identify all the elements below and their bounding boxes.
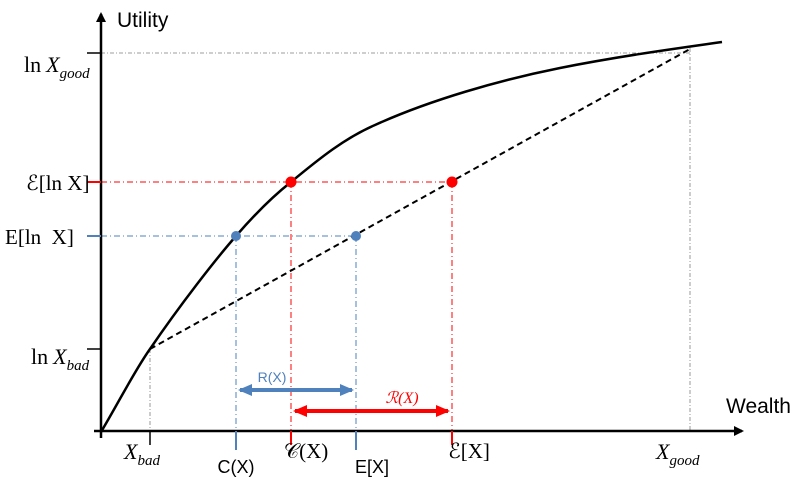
label-xgood: Xgood: [655, 439, 700, 469]
label-ln-xgood-prefix: ln: [24, 52, 41, 77]
label-c-x: C(X): [218, 457, 255, 477]
label-curly-c-x: 𝒞(X): [284, 439, 328, 463]
point-c-x-on-curve: [231, 231, 241, 241]
label-ln-xbad-var: X: [52, 344, 68, 369]
chord-dashed-line: [149, 48, 691, 350]
y-axis-label: Utility: [117, 9, 169, 32]
label-ln-xgood-var: X: [45, 52, 61, 77]
x-axis-label: Wealth: [726, 395, 791, 418]
utility-curve: [99, 40, 723, 433]
curly-r-x-label: ℛ(X): [385, 390, 418, 407]
label-e-ln-x: E[ln X]: [5, 225, 74, 249]
label-e-x: E[X]: [355, 457, 389, 477]
label-ln-xgood-sub: good: [60, 66, 91, 82]
label-ln-xbad: ln Xbad: [31, 344, 90, 374]
label-ln-xgood: ln Xgood: [24, 52, 90, 82]
label-xgood-var: X: [655, 439, 671, 464]
r-x-label: R(X): [258, 369, 287, 385]
label-xbad: Xbad: [123, 439, 160, 469]
label-curly-e-x: ℰ[X]: [448, 439, 490, 463]
point-curly-c-x-on-curve: [285, 176, 297, 188]
point-curly-e-x-on-chord: [446, 176, 458, 188]
label-xbad-var: X: [123, 439, 139, 464]
label-xgood-sub: good: [669, 453, 700, 469]
label-xbad-sub: bad: [137, 453, 160, 469]
point-e-x-on-chord: [351, 231, 361, 241]
label-ln-xbad-prefix: ln: [31, 344, 48, 369]
label-ln-xbad-sub: bad: [67, 358, 90, 374]
label-curly-e-ln-x: ℰ[ln X]: [26, 171, 89, 195]
